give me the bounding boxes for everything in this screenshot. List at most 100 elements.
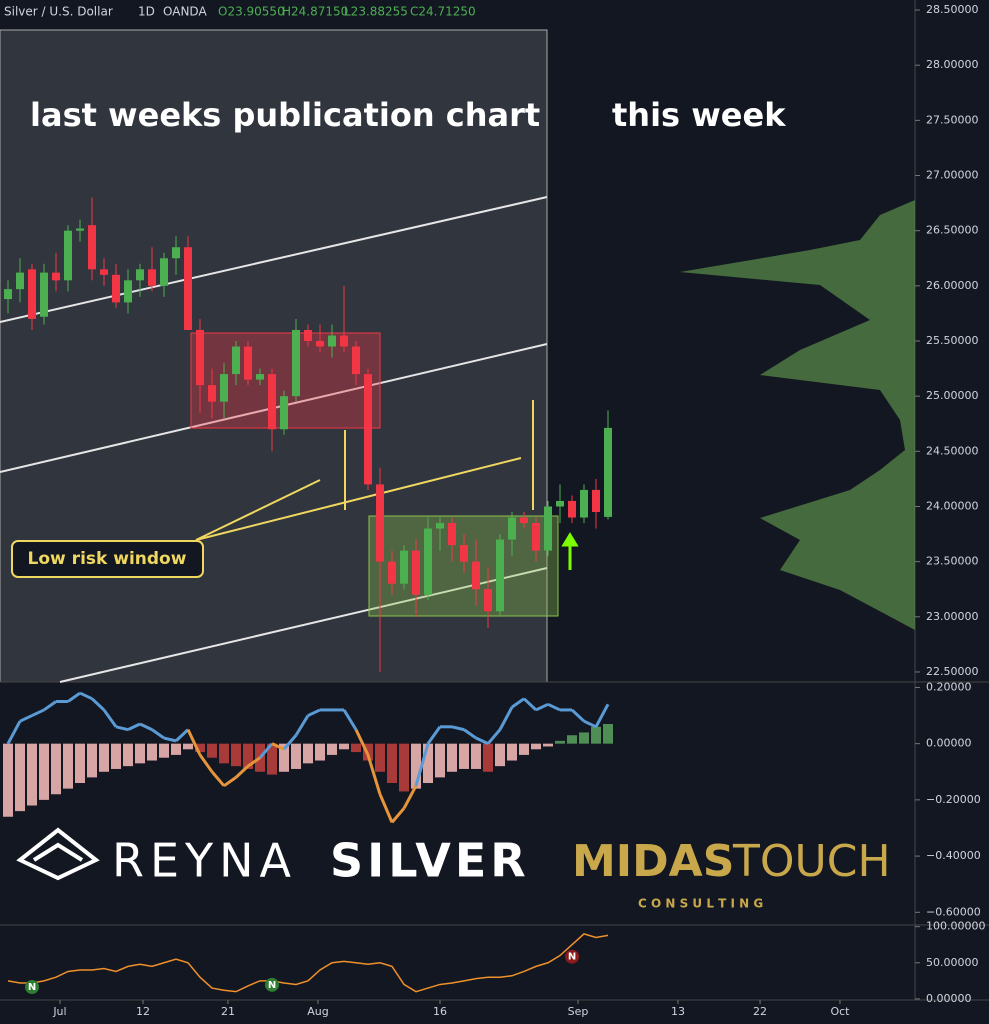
histogram-bar xyxy=(15,743,26,812)
macd-line xyxy=(258,742,274,759)
candle-body xyxy=(400,550,409,584)
candle-body xyxy=(28,269,37,319)
histogram-bar xyxy=(171,743,182,755)
open: O23.90550 xyxy=(218,5,285,19)
candle-body xyxy=(532,523,541,551)
macd-line xyxy=(390,807,406,824)
histogram-bar xyxy=(303,743,314,764)
source: OANDA xyxy=(163,5,207,19)
candle-body xyxy=(280,396,289,430)
macd-line xyxy=(583,719,597,729)
candle-body xyxy=(124,280,133,303)
arrow xyxy=(561,532,579,570)
histogram-bar xyxy=(423,743,434,784)
macd-line xyxy=(294,714,310,737)
oscillator-line xyxy=(7,933,609,993)
histogram-bar xyxy=(123,743,134,767)
candle-body xyxy=(508,517,517,540)
macd-line xyxy=(163,736,177,743)
y-tick-label: 50.00000 xyxy=(926,956,979,969)
candle-body xyxy=(412,550,421,595)
y-tick-label: 0.00000 xyxy=(926,992,972,1005)
histogram-bar xyxy=(543,743,554,747)
candle-body xyxy=(328,335,337,347)
y-tick-label: 28.00000 xyxy=(926,58,979,71)
histogram-bar xyxy=(111,743,122,769)
histogram-bar xyxy=(135,743,146,764)
histogram-bar xyxy=(519,743,530,755)
y-tick-label: 27.50000 xyxy=(926,113,979,126)
y-tick-label: 100.00000 xyxy=(926,920,986,933)
histogram-bar xyxy=(183,743,194,750)
y-tick-label: 28.50000 xyxy=(926,3,979,16)
macd-line xyxy=(498,706,514,731)
macd-line xyxy=(282,734,298,751)
candle-body xyxy=(52,272,61,281)
macd-line xyxy=(342,709,358,731)
histogram-bar xyxy=(87,743,98,778)
candle-body xyxy=(388,561,397,584)
macd-line xyxy=(594,703,610,728)
x-tick-label: 21 xyxy=(221,1005,235,1018)
x-tick-label: Sep xyxy=(568,1005,589,1018)
candle-body xyxy=(520,517,529,524)
x-tick-label: Oct xyxy=(830,1005,850,1018)
candle-body xyxy=(4,289,13,300)
candle-body xyxy=(40,272,49,317)
candle-body xyxy=(436,523,445,529)
x-tick-label: Jul xyxy=(52,1005,66,1018)
macd-line xyxy=(547,702,561,712)
macd-line xyxy=(271,742,285,751)
macd-line xyxy=(19,714,33,723)
histogram-bar xyxy=(375,743,386,772)
candle-body xyxy=(184,247,193,330)
histogram-bar xyxy=(435,743,446,778)
histogram-bar xyxy=(339,743,350,750)
marker-label: N xyxy=(568,952,576,963)
y-tick-label: 25.50000 xyxy=(926,334,979,347)
histogram-bar xyxy=(327,743,338,755)
candle-body xyxy=(352,346,361,375)
histogram-bar xyxy=(471,743,482,769)
histogram-bar xyxy=(159,743,170,758)
candle-body xyxy=(232,346,241,375)
macd-line xyxy=(486,728,502,745)
histogram-bar xyxy=(75,743,86,784)
macd-line xyxy=(307,708,321,717)
x-tick-label: 22 xyxy=(753,1005,767,1018)
histogram-bar xyxy=(207,743,218,758)
logo-text: TOUCH xyxy=(732,836,891,887)
histogram-bar xyxy=(27,743,38,806)
candle-body xyxy=(112,274,121,303)
macd-line xyxy=(366,754,382,795)
candle-body xyxy=(100,269,109,275)
macd-line xyxy=(198,754,214,773)
candle-body xyxy=(604,427,613,517)
macd-line xyxy=(115,725,129,732)
candle-body xyxy=(460,545,469,562)
macd-line xyxy=(234,765,250,779)
interval: 1D xyxy=(138,5,155,19)
macd-line xyxy=(451,725,465,732)
histogram-bar xyxy=(51,743,62,795)
histogram-bar xyxy=(291,743,302,769)
histogram-bar xyxy=(195,743,206,753)
y-tick-label: 27.00000 xyxy=(926,169,979,182)
candle-body xyxy=(592,489,601,512)
histogram-bar xyxy=(243,743,254,769)
histogram-bar xyxy=(483,743,494,772)
candle-body xyxy=(292,329,301,397)
histogram-bar xyxy=(579,732,590,744)
y-tick-label: 23.50000 xyxy=(926,555,979,568)
macd-line xyxy=(127,722,141,731)
histogram-bar xyxy=(63,743,74,789)
candle-body xyxy=(496,539,505,612)
histogram-bar xyxy=(567,735,578,744)
macd-line xyxy=(511,697,525,709)
label-box xyxy=(11,540,204,578)
histogram-bar xyxy=(495,743,506,767)
candle-body xyxy=(148,269,157,286)
candle-body xyxy=(88,225,97,270)
candle-body xyxy=(16,272,25,290)
